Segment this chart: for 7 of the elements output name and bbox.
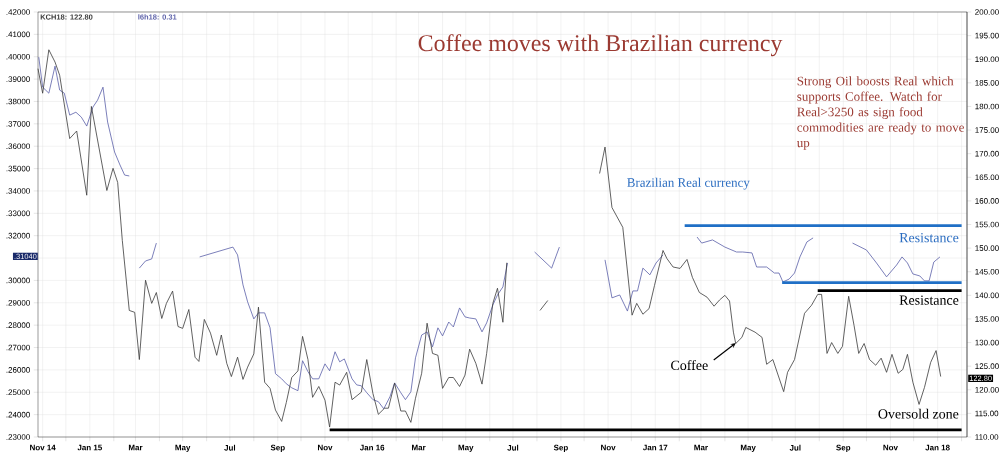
annotation: Coffee [671,360,708,371]
annotation: Oversold zone [878,408,959,419]
annotation: Resistance [899,232,959,243]
text: Coffee moves with Brazilian currency [418,34,783,57]
annotation: Strong Oil boosts Real which supports Coffee. Watch for Real>3250 as sign food commodities are ready to move up [796,76,964,150]
annotation: Resistance [899,295,959,305]
annotation: Brazilian Real currency [627,177,750,190]
